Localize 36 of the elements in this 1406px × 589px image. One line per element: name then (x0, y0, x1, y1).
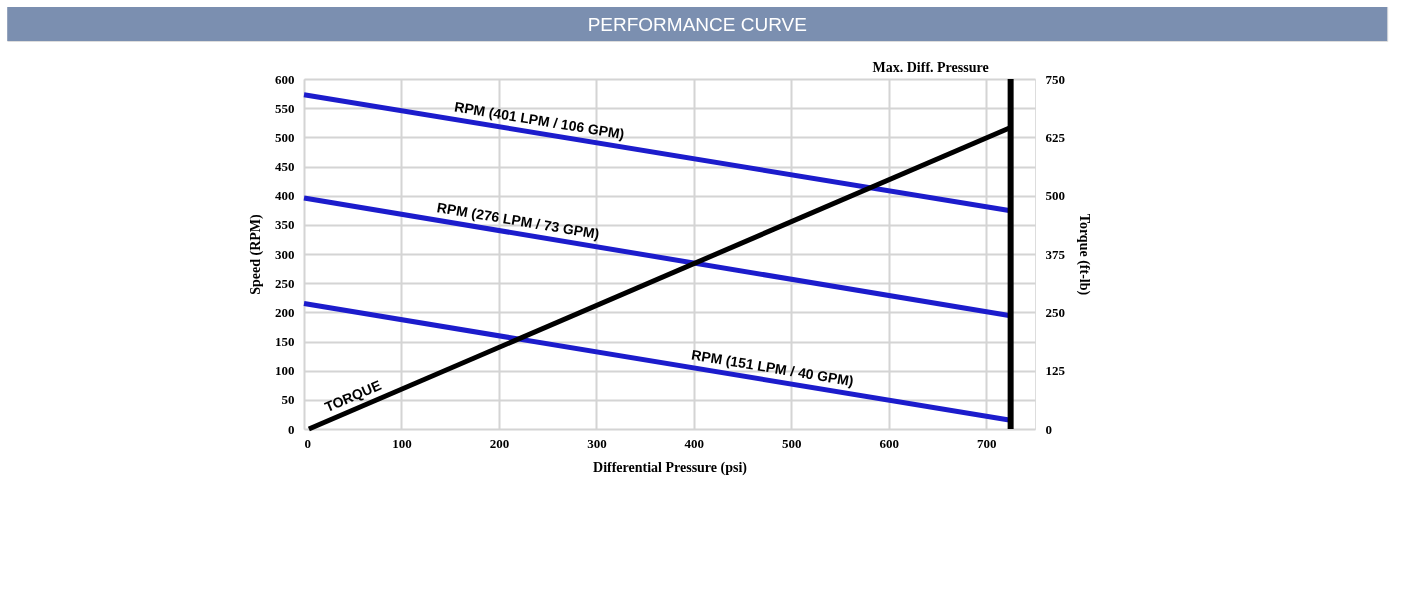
x-tick-label: 300 (587, 435, 607, 451)
y-tick-label: 250 (275, 275, 295, 291)
y-tick-label: 550 (275, 100, 295, 116)
y2-tick-label: 125 (1045, 363, 1066, 379)
y-axis-title: Speed (RPM) (248, 213, 264, 295)
y-tick-label: 200 (275, 304, 295, 320)
y-tick-label: 400 (275, 188, 295, 204)
y-tick-label: 600 (275, 71, 295, 87)
chart-title: PERFORMANCE CURVE (587, 14, 807, 35)
x-tick-label: 100 (392, 435, 412, 451)
y-tick-label: 0 (288, 421, 295, 437)
ref-line-label: Max. Diff. Pressure (872, 60, 989, 75)
y2-tick-label: 625 (1045, 129, 1066, 145)
y-tick-label: 100 (275, 363, 295, 379)
x-axis-title: Differential Pressure (psi) (593, 459, 748, 476)
y-tick-label: 300 (275, 246, 295, 262)
y2-tick-label: 750 (1045, 71, 1065, 87)
y2-axis-title: Torque (ft-lb) (1076, 213, 1092, 296)
y2-tick-label: 250 (1045, 304, 1065, 320)
text: RPM (151 LPM / 40 GPM) (690, 346, 855, 390)
y-tick-label: 450 (275, 159, 295, 174)
x-tick-label: 200 (489, 435, 510, 451)
x-tick-label: 0 (304, 435, 311, 451)
x-tick-label: 400 (684, 435, 705, 451)
y2-tick-label: 0 (1045, 421, 1052, 437)
x-tick-label: 600 (879, 435, 900, 451)
text: RPM (401 LPM / 106 GPM) (453, 98, 626, 143)
text: RPM (276 LPM / 73 GPM) (435, 199, 601, 242)
y-tick-label: 350 (275, 217, 295, 233)
y-tick-label: 50 (281, 392, 295, 408)
y2-tick-label: 500 (1045, 188, 1065, 204)
x-tick-label: 500 (782, 435, 802, 451)
y-tick-label: 500 (275, 129, 295, 145)
y2-tick-label: 375 (1045, 246, 1066, 262)
x-tick-label: 700 (977, 435, 997, 451)
y-tick-label: 150 (275, 334, 295, 349)
